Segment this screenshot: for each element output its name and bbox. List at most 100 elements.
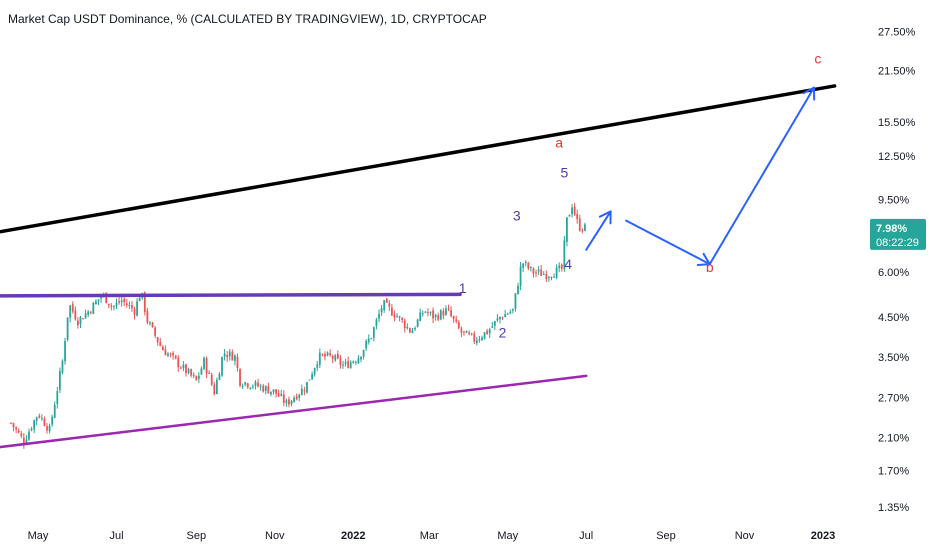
candle-body	[30, 428, 33, 431]
candle-body	[470, 333, 473, 335]
y-tick-label: 12.50%	[878, 151, 916, 163]
x-tick-label: 2023	[811, 530, 835, 542]
candle-body	[336, 353, 339, 359]
candle-body	[254, 381, 257, 386]
wave-label-a[interactable]: a	[555, 134, 563, 150]
price-axis[interactable]: 1.35% 1.70% 2.10% 2.70% 3.50% 4.50% 6.00% 9.50%…	[848, 0, 932, 520]
candle-body	[344, 362, 347, 364]
candle-body	[475, 340, 478, 344]
candle-body	[236, 356, 239, 369]
candle-body	[123, 299, 126, 303]
candle-body	[151, 322, 154, 327]
candle-body	[28, 431, 30, 440]
candle-body	[267, 386, 270, 394]
candle-body	[501, 317, 504, 319]
trendline-upper-resistance[interactable]	[0, 84, 837, 235]
candle-body	[125, 303, 128, 306]
x-tick-label: Sep	[186, 530, 206, 542]
candle-body	[293, 397, 295, 402]
candle-body	[519, 266, 522, 286]
candle-body	[517, 285, 519, 295]
candle-body	[529, 266, 532, 269]
projection-arrow-1[interactable]	[585, 210, 612, 251]
candle-body	[277, 393, 280, 397]
candle-body	[218, 374, 221, 380]
candle-body	[439, 310, 442, 320]
candle-body	[161, 346, 164, 351]
candle-body	[244, 382, 247, 385]
candle-body	[347, 361, 350, 368]
candle-body	[156, 337, 159, 343]
candle-body	[511, 308, 514, 311]
wave-label-4[interactable]: 4	[564, 256, 572, 272]
candle-body	[40, 417, 43, 419]
wave-labels-group: 1 2 3 4 5 a b c	[459, 50, 822, 340]
time-axis[interactable]: May Jul Sep Nov 2022 Mar May Jul Sep Nov 2023	[0, 520, 932, 550]
candle-body	[89, 311, 92, 313]
candle-body	[149, 322, 151, 324]
candle-body	[249, 387, 252, 389]
candle-body	[280, 394, 283, 396]
x-tick-label: May	[497, 530, 518, 542]
candles-group	[10, 202, 586, 449]
candle-body	[463, 331, 465, 333]
last-price-value: 7.98%	[876, 223, 907, 235]
projection-arrows-group	[585, 86, 816, 266]
candle-body	[411, 330, 414, 334]
candle-body	[61, 360, 64, 373]
y-tick-label: 2.10%	[878, 432, 909, 444]
candle-body	[154, 327, 157, 336]
candle-body	[215, 379, 218, 394]
candle-body	[390, 307, 393, 316]
wave-label-1[interactable]: 1	[459, 280, 467, 296]
candle-body	[342, 364, 344, 366]
candle-body	[113, 305, 115, 307]
x-tick-label: Sep	[656, 530, 676, 542]
y-tick-label: 2.70%	[878, 393, 909, 405]
candle-body	[82, 318, 84, 320]
wave-label-3[interactable]: 3	[513, 208, 521, 224]
candle-body	[367, 338, 370, 343]
trendlines-group	[0, 84, 837, 449]
candle-body	[560, 264, 563, 269]
candle-body	[288, 399, 290, 405]
wave-label-2[interactable]: 2	[499, 325, 507, 341]
candle-body	[429, 311, 432, 313]
candle-body	[331, 355, 334, 359]
wave-label-5[interactable]: 5	[560, 165, 568, 181]
candle-body	[185, 364, 187, 374]
candle-body	[321, 354, 324, 356]
last-price-badge: 7.98% 08:22:29	[870, 218, 926, 250]
candle-body	[43, 418, 46, 426]
candle-body	[380, 308, 383, 313]
candle-body	[372, 327, 375, 338]
candle-body	[383, 300, 386, 310]
candle-body	[100, 296, 102, 299]
candle-body	[197, 375, 200, 379]
wave-label-b[interactable]: b	[706, 259, 714, 275]
candle-body	[97, 299, 100, 302]
projection-arrow-2[interactable]	[625, 219, 711, 266]
x-tick-label: Jul	[109, 530, 123, 542]
candle-body	[313, 368, 316, 375]
wave-label-c[interactable]: c	[814, 50, 821, 66]
candle-body	[131, 305, 133, 309]
candle-body	[300, 388, 303, 395]
candle-body	[210, 374, 213, 385]
projection-arrowhead-1	[598, 210, 612, 225]
candle-body	[506, 313, 509, 315]
trendline-lower-support[interactable]	[0, 374, 588, 449]
candle-body	[499, 316, 501, 320]
candle-body	[110, 305, 113, 307]
projection-arrow-3[interactable]	[708, 86, 815, 266]
candle-body	[233, 355, 236, 361]
y-tick-label: 1.35%	[878, 502, 909, 514]
candle-body	[563, 240, 566, 270]
candle-body	[524, 261, 527, 263]
candle-body	[427, 312, 429, 314]
candle-body	[334, 355, 337, 361]
candle-body	[339, 357, 342, 365]
y-tick-label: 35.00%	[878, 0, 916, 1]
trendline-horizontal-resistance[interactable]	[0, 292, 462, 298]
